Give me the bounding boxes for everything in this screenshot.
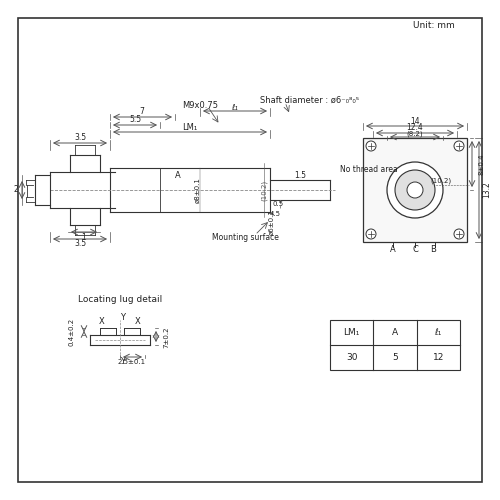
Circle shape (395, 170, 435, 210)
Circle shape (366, 229, 376, 239)
Text: Unit: mm: Unit: mm (413, 20, 455, 30)
Text: Y: Y (120, 358, 126, 366)
Text: (8.2): (8.2) (406, 130, 424, 137)
Text: 5.5: 5.5 (129, 116, 141, 124)
Text: Y: Y (120, 314, 126, 322)
Text: C: C (412, 246, 418, 254)
Text: (10.2): (10.2) (261, 180, 267, 201)
Text: B: B (430, 246, 436, 254)
Text: (10.2): (10.2) (430, 178, 452, 184)
Text: Locating lug detail: Locating lug detail (78, 296, 162, 304)
Text: 0.4±0.2: 0.4±0.2 (69, 318, 75, 345)
Text: A: A (392, 328, 398, 337)
Text: 8±0.4: 8±0.4 (478, 153, 484, 175)
Text: 3.5: 3.5 (74, 240, 86, 248)
Text: 5: 5 (392, 353, 398, 362)
Text: 4.5: 4.5 (270, 211, 280, 217)
Text: LM₁: LM₁ (344, 328, 360, 337)
Text: 1: 1 (82, 232, 86, 241)
Text: 0.5: 0.5 (272, 201, 283, 207)
Circle shape (366, 141, 376, 151)
Circle shape (407, 182, 423, 198)
Text: 30: 30 (346, 353, 358, 362)
Text: ø8±0.1: ø8±0.1 (195, 177, 201, 203)
Text: 7: 7 (140, 108, 144, 116)
Bar (363, 138, 467, 242)
Text: 12: 12 (432, 353, 444, 362)
Bar (330, 320, 460, 370)
Text: 12.4: 12.4 (406, 124, 424, 132)
Text: 13.2: 13.2 (482, 182, 492, 198)
Text: ℓ₁: ℓ₁ (434, 328, 442, 337)
Text: X: X (99, 318, 105, 326)
Text: Mounting surface: Mounting surface (212, 234, 278, 242)
Text: 2.5±0.1: 2.5±0.1 (118, 359, 146, 365)
Text: A: A (390, 246, 396, 254)
Text: Shaft diameter : ø6⁻₀⁸₀⁵: Shaft diameter : ø6⁻₀⁸₀⁵ (260, 96, 360, 104)
Text: 7±0.2: 7±0.2 (163, 326, 169, 348)
Text: LM₁: LM₁ (182, 122, 198, 132)
Text: 3.5: 3.5 (74, 134, 86, 142)
Circle shape (454, 141, 464, 151)
Circle shape (387, 162, 443, 218)
Text: A: A (175, 170, 181, 179)
Text: 1.5: 1.5 (294, 170, 306, 179)
Text: No thread area: No thread area (340, 166, 398, 174)
Text: 14: 14 (410, 116, 420, 126)
Text: 2: 2 (13, 186, 18, 194)
Text: X: X (135, 318, 141, 326)
Text: M9x0.75: M9x0.75 (182, 100, 218, 110)
Text: ø6±0.1: ø6±0.1 (269, 209, 275, 235)
Text: ℓ₁: ℓ₁ (232, 102, 238, 112)
Circle shape (454, 229, 464, 239)
